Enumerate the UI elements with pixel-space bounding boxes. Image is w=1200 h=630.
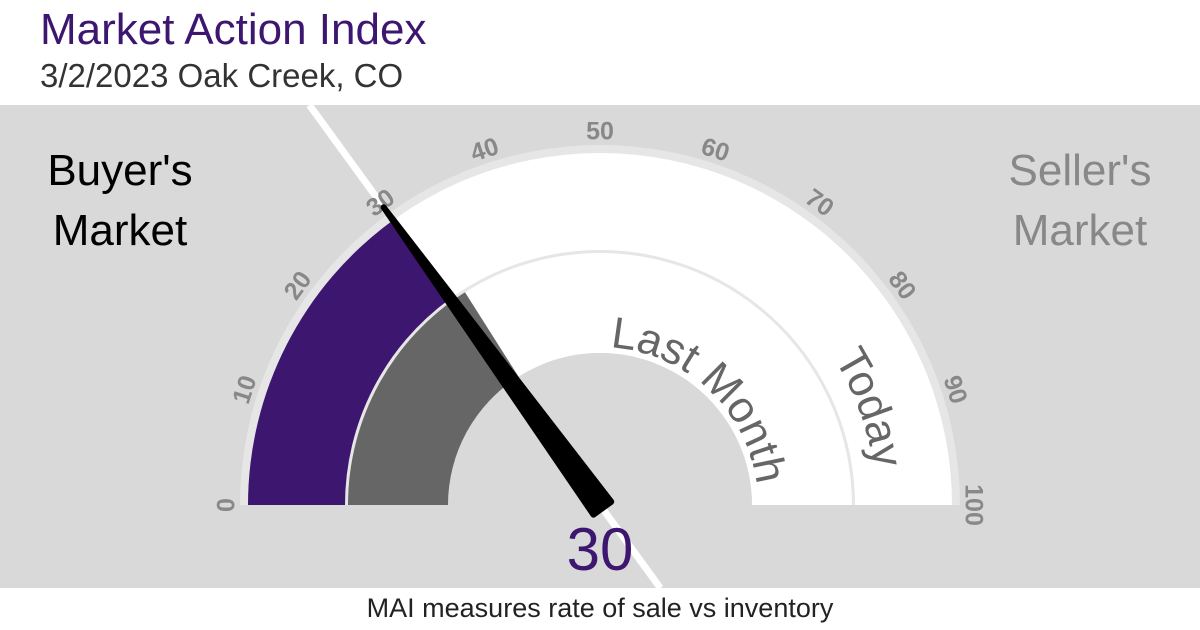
- tick-label: 0: [213, 498, 241, 512]
- left-label: Market: [53, 206, 187, 255]
- footnote: MAI measures rate of sale vs inventory: [367, 593, 834, 623]
- left-label: Buyer's: [47, 146, 192, 195]
- tick-label: 100: [959, 484, 987, 526]
- needle: [380, 204, 615, 518]
- gauge-fill: [248, 220, 451, 505]
- tick-label: 50: [586, 118, 614, 146]
- gauge-background: [248, 153, 952, 505]
- chart-subtitle: 3/2/2023 Oak Creek, CO: [40, 57, 403, 94]
- right-label: Seller's: [1009, 146, 1152, 195]
- value-label: 30: [567, 516, 634, 583]
- right-label: Market: [1013, 206, 1147, 255]
- chart-title: Market Action Index: [40, 5, 426, 54]
